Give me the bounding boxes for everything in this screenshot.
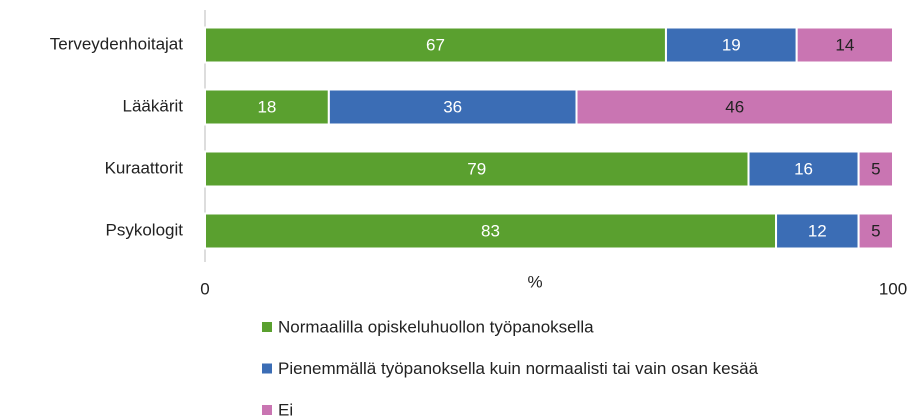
data-label: 5 xyxy=(871,159,880,178)
x-tick-label: 0 xyxy=(200,279,209,298)
data-label: 79 xyxy=(467,159,486,178)
bar-segment xyxy=(795,26,894,64)
x-tick-label: 100 xyxy=(879,279,907,298)
data-label: 67 xyxy=(426,35,445,54)
data-label: 83 xyxy=(481,221,500,240)
legend-swatch xyxy=(262,405,272,415)
legend-label: Ei xyxy=(278,400,293,416)
data-label: 14 xyxy=(835,35,854,54)
legend-swatch xyxy=(262,322,272,332)
bar-segment xyxy=(775,212,860,250)
data-label: 36 xyxy=(443,97,462,116)
data-label: 16 xyxy=(794,159,813,178)
y-tick-label: Psykologit xyxy=(106,220,184,239)
legend-swatch xyxy=(262,363,272,374)
y-tick-label: Terveydenhoitajat xyxy=(50,34,184,53)
data-label: 19 xyxy=(722,35,741,54)
y-tick-label: Kuraattorit xyxy=(105,158,184,177)
bar-segment xyxy=(204,212,778,250)
bar-segment xyxy=(664,26,798,64)
data-label: 18 xyxy=(257,97,276,116)
bar-segment xyxy=(575,88,895,126)
data-label: 46 xyxy=(725,97,744,116)
bar-segment xyxy=(857,212,894,250)
legend-label: Pienemmällä työpanoksella kuin normaalis… xyxy=(278,359,759,378)
y-tick-label: Lääkärit xyxy=(123,96,184,115)
bar-segment xyxy=(857,150,894,188)
legend-label: Normaalilla opiskeluhuollon työpanoksell… xyxy=(278,317,594,336)
x-axis-label: % xyxy=(527,272,542,291)
data-label: 12 xyxy=(808,221,827,240)
data-label: 5 xyxy=(871,221,880,240)
